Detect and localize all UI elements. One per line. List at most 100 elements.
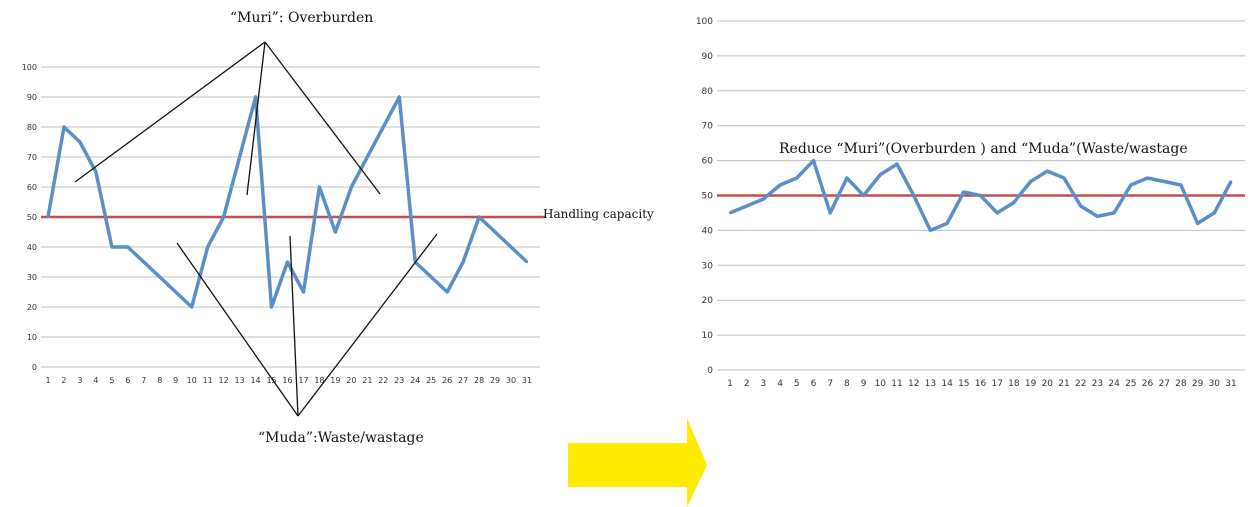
- data-point: [879, 173, 882, 176]
- x-tick-label: 23: [394, 376, 404, 385]
- x-tick-label: 22: [1075, 379, 1086, 389]
- x-tick-label: 27: [1158, 379, 1169, 389]
- data-point: [430, 275, 433, 279]
- x-tick-label: 2: [744, 379, 750, 389]
- data-point: [1096, 215, 1099, 218]
- y-tick-label: 70: [27, 153, 37, 162]
- data-point: [445, 290, 449, 294]
- x-tick-label: 7: [141, 376, 146, 385]
- x-tick-label: 11: [891, 379, 902, 389]
- x-tick-label: 14: [250, 376, 260, 385]
- x-tick-label: 16: [282, 376, 292, 385]
- y-tick-label: 0: [32, 363, 37, 372]
- y-tick-label: 80: [702, 87, 714, 97]
- x-tick-label: 28: [474, 376, 484, 385]
- data-point: [334, 230, 337, 234]
- y-tick-label: 20: [702, 296, 714, 306]
- data-point: [1163, 180, 1166, 183]
- data-point: [778, 183, 782, 187]
- x-tick-label: 29: [490, 376, 500, 385]
- data-point: [206, 245, 209, 249]
- x-tick-label: 15: [266, 376, 276, 385]
- data-point: [795, 176, 798, 180]
- data-point: [829, 211, 832, 215]
- x-tick-label: 24: [410, 376, 420, 385]
- x-tick-label: 13: [925, 379, 936, 389]
- data-point: [158, 275, 161, 279]
- data-point: [1146, 176, 1149, 180]
- y-tick-label: 10: [27, 333, 37, 342]
- data-point: [1079, 204, 1082, 208]
- data-point: [1029, 180, 1032, 183]
- y-tick-label: 50: [702, 192, 714, 202]
- data-point: [238, 155, 241, 159]
- data-point: [142, 260, 145, 264]
- data-point: [996, 211, 999, 215]
- data-point: [62, 125, 66, 129]
- y-tick-label: 100: [22, 63, 37, 72]
- data-point: [1062, 176, 1066, 180]
- data-point: [1046, 169, 1049, 173]
- x-tick-label: 21: [1058, 379, 1069, 389]
- x-tick-label: 24: [1108, 379, 1120, 389]
- x-tick-label: 11: [203, 376, 213, 385]
- x-tick-label: 1: [727, 379, 733, 389]
- y-tick-label: 20: [27, 303, 37, 312]
- x-tick-label: 13: [235, 376, 245, 385]
- x-tick-label: 31: [522, 376, 532, 385]
- x-tick-label: 1: [45, 376, 50, 385]
- x-tick-label: 5: [109, 376, 114, 385]
- data-point: [812, 159, 815, 162]
- y-tick-label: 90: [27, 93, 37, 102]
- x-tick-label: 22: [378, 376, 388, 385]
- x-tick-label: 19: [330, 376, 340, 385]
- x-tick-label: 21: [362, 376, 372, 385]
- y-tick-label: 40: [702, 226, 714, 236]
- handling-capacity-label: Handling capacity: [543, 207, 654, 221]
- x-tick-label: 10: [875, 379, 887, 389]
- x-tick-label: 17: [991, 379, 1002, 389]
- x-tick-label: 6: [811, 379, 817, 389]
- x-tick-label: 4: [777, 379, 783, 389]
- data-point: [979, 194, 982, 197]
- data-point: [1213, 211, 1216, 215]
- x-tick-label: 31: [1225, 379, 1236, 389]
- data-point: [945, 222, 949, 225]
- series-line: [46, 95, 529, 309]
- data-point: [174, 290, 177, 294]
- x-tick-label: 20: [346, 376, 356, 385]
- data-point: [962, 190, 965, 194]
- data-point: [461, 260, 465, 264]
- data-point: [302, 290, 305, 294]
- data-point: [1229, 180, 1233, 183]
- x-tick-label: 3: [77, 376, 82, 385]
- x-tick-label: 25: [426, 376, 436, 385]
- y-tick-label: 10: [702, 331, 714, 341]
- x-tick-label: 30: [506, 376, 516, 385]
- x-tick-label: 14: [941, 379, 953, 389]
- x-tick-label: 29: [1192, 379, 1204, 389]
- data-point: [126, 245, 130, 249]
- muda-annotation: “Muda”:Waste/wastage: [258, 430, 424, 446]
- x-tick-label: 19: [1025, 379, 1037, 389]
- data-point: [318, 185, 321, 189]
- data-point: [350, 185, 353, 189]
- y-tick-label: 90: [702, 52, 714, 62]
- y-tick-label: 30: [702, 261, 714, 271]
- data-point: [525, 260, 529, 264]
- reduce-annotation: Reduce “Muri”(Overburden ) and “Muda”(Wa…: [779, 141, 1188, 157]
- y-tick-label: 40: [27, 243, 37, 252]
- x-tick-label: 5: [794, 379, 800, 389]
- y-tick-label: 60: [27, 183, 37, 192]
- right-arrow-icon: [568, 418, 707, 507]
- muri-pointer-lines: [74, 41, 381, 196]
- x-tick-label: 30: [1209, 379, 1221, 389]
- data-point: [493, 230, 497, 234]
- data-point: [254, 95, 257, 99]
- y-tick-label: 70: [702, 122, 714, 132]
- data-point: [745, 204, 748, 208]
- data-point: [845, 176, 849, 180]
- data-point: [270, 305, 273, 309]
